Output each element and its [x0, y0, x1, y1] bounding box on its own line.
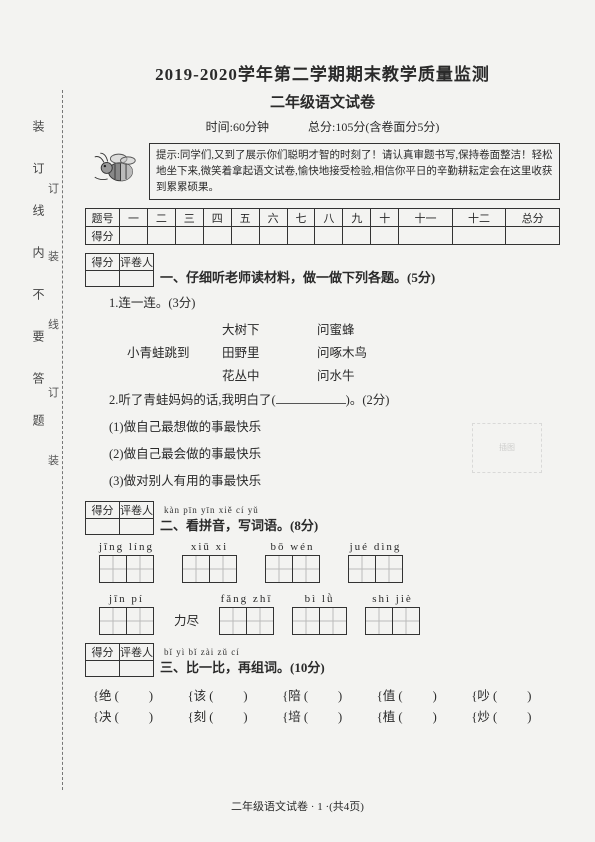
time-label: 时间:60分钟: [206, 120, 269, 134]
pinyin-item: shì jiè: [365, 593, 420, 635]
score-col: 五: [231, 209, 259, 227]
section-2-pinyin: kàn pīn yīn xiě cí yǔ: [164, 505, 318, 515]
score-col: 十: [371, 209, 399, 227]
score-col: 十一: [399, 209, 453, 227]
write-grid[interactable]: [182, 555, 237, 583]
write-grid[interactable]: [99, 555, 154, 583]
section-3-pinyin: bǐ yì bǐ zài zǔ cí: [164, 647, 325, 657]
score-col: 六: [259, 209, 287, 227]
compare-row: {绝 () {该 () {陪 () {值 () {吵 (): [93, 685, 560, 704]
pinyin-item: xiū xi: [182, 541, 237, 583]
score-row-label: 得分: [86, 227, 120, 245]
section-2-title: 二、看拼音，写词语。(8分): [160, 515, 318, 534]
page-footer: 二年级语文试卷 · 1 ·(共4页): [0, 798, 595, 814]
score-col: 三: [175, 209, 203, 227]
score-col: 九: [343, 209, 371, 227]
score-col: 总分: [506, 209, 560, 227]
q1-label: 1.连一连。(3分): [109, 293, 560, 314]
q2-label: 2.听了青蛙妈妈的话,我明白了()。(2分): [109, 390, 560, 411]
score-col: 四: [203, 209, 231, 227]
write-grid[interactable]: [99, 607, 154, 635]
binding-marks: 订 装 线 订 装: [48, 180, 59, 468]
match-mid: 大树下: [222, 319, 317, 338]
compare-row: {决 () {刻 () {培 () {植 () {炒 (): [93, 706, 560, 725]
pinyin-item: jué dìng: [348, 541, 403, 583]
binding-mark: 订: [48, 180, 59, 196]
score-col: 七: [287, 209, 315, 227]
match-mid: 花丛中: [222, 365, 317, 384]
fill-prefix: 力尽: [174, 610, 199, 629]
mini-score-2: 得分评卷人: [85, 501, 154, 535]
binding-mark: 装: [48, 248, 59, 264]
section-3-title: 三、比一比，再组词。(10分): [160, 657, 325, 676]
binding-line: [62, 90, 63, 790]
pinyin-item: jīn pí: [99, 593, 154, 635]
match-right: 问水牛: [317, 365, 427, 384]
total-label: 总分:105分(含卷面分5分): [308, 120, 439, 134]
score-head-label: 题号: [86, 209, 120, 227]
exam-meta: 时间:60分钟 总分:105分(含卷面分5分): [85, 118, 560, 135]
match-right: 问蜜蜂: [317, 319, 427, 338]
page-content: 2019-2020学年第二学期期末教学质量监测 二年级语文试卷 时间:60分钟 …: [85, 60, 560, 725]
binding-label-vertical: 装订线内不要答题: [30, 120, 47, 456]
binding-mark: 订: [48, 384, 59, 400]
match-right: 问啄木鸟: [317, 342, 427, 361]
decorative-illustration: 插图: [472, 423, 542, 473]
binding-mark: 线: [48, 316, 59, 332]
pinyin-item: bō wén: [265, 541, 320, 583]
write-grid[interactable]: [292, 607, 347, 635]
main-title: 2019-2020学年第二学期期末教学质量监测: [85, 60, 560, 85]
bee-icon: [85, 143, 145, 191]
write-grid[interactable]: [365, 607, 420, 635]
match-left: 小青蛙跳到: [127, 342, 222, 361]
answer-blank[interactable]: [276, 403, 346, 404]
write-grid[interactable]: [219, 607, 274, 635]
pinyin-item: fǎng zhī: [219, 593, 274, 635]
pinyin-item: jīng líng: [99, 541, 154, 583]
score-table: 题号 一 二 三 四 五 六 七 八 九 十 十一 十二 总分 得分: [85, 208, 560, 245]
sub-title: 二年级语文试卷: [85, 91, 560, 112]
score-col: 十二: [452, 209, 506, 227]
score-col: 八: [315, 209, 343, 227]
mini-score-3: 得分评卷人: [85, 643, 154, 677]
score-col: 一: [120, 209, 148, 227]
section-1-title: 一、仔细听老师读材料，做一做下列各题。(5分): [160, 267, 435, 286]
mini-score-1: 得分评卷人: [85, 253, 154, 287]
write-grid[interactable]: [265, 555, 320, 583]
hint-box: 提示:同学们,又到了展示你们聪明才智的时刻了！请认真审题书写,保持卷面整洁！轻松…: [149, 143, 560, 200]
write-grid[interactable]: [348, 555, 403, 583]
q2-opt: (3)做对别人有用的事最快乐: [109, 471, 560, 492]
pinyin-item: bì lǜ: [292, 593, 347, 635]
binding-mark: 装: [48, 452, 59, 468]
score-col: 二: [147, 209, 175, 227]
match-mid: 田野里: [222, 342, 317, 361]
